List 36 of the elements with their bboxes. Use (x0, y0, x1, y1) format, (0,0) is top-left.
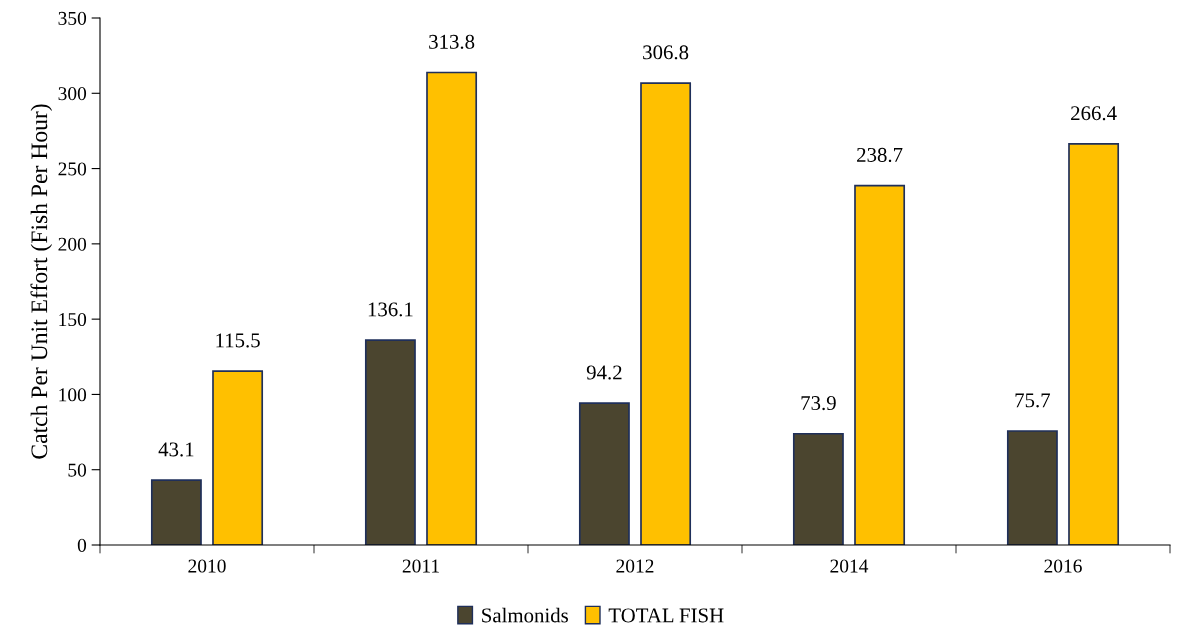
data-label: 313.8 (429, 34, 475, 49)
x-tick-label: 2016 (1044, 559, 1082, 573)
data-label: 73.9 (801, 396, 836, 411)
data-label: 136.1 (368, 302, 413, 317)
data-label: 94.2 (586, 365, 622, 380)
y-tick-label: 300 (58, 87, 87, 101)
data-label: 115.5 (216, 333, 260, 348)
x-tick-label: 2010 (188, 559, 226, 573)
bar (212, 370, 264, 545)
data-label: 266.4 (1071, 106, 1117, 121)
bar (792, 432, 844, 545)
bar (426, 71, 478, 545)
bar (1068, 143, 1120, 545)
y-tick-label: 350 (58, 11, 87, 25)
y-tick-label: 200 (58, 237, 87, 251)
y-tick-label: 150 (59, 312, 87, 327)
data-label: 75.7 (1015, 393, 1051, 408)
bar (854, 184, 906, 545)
y-tick-label: 0 (77, 538, 87, 552)
bar (364, 339, 416, 545)
x-tick-label: 2012 (616, 559, 654, 573)
y-axis-title: Catch Per Unit Effort (Fish Per Hour) (30, 104, 53, 459)
bar (578, 402, 630, 545)
y-tick-label: 250 (58, 162, 87, 176)
legend-label: TOTAL FISH (608, 608, 724, 623)
legend-label: Salmonids (482, 607, 568, 623)
data-label: 306.8 (643, 45, 689, 60)
y-tick-label: 50 (68, 463, 87, 477)
y-tick-label: 100 (59, 388, 87, 402)
bar (150, 479, 202, 545)
data-label: 43.1 (158, 442, 194, 457)
bar (1006, 430, 1058, 545)
data-label: 238.7 (857, 147, 903, 162)
x-tick-label: 2011 (402, 559, 439, 573)
bar (640, 82, 692, 545)
x-tick-label: 2014 (830, 559, 869, 573)
